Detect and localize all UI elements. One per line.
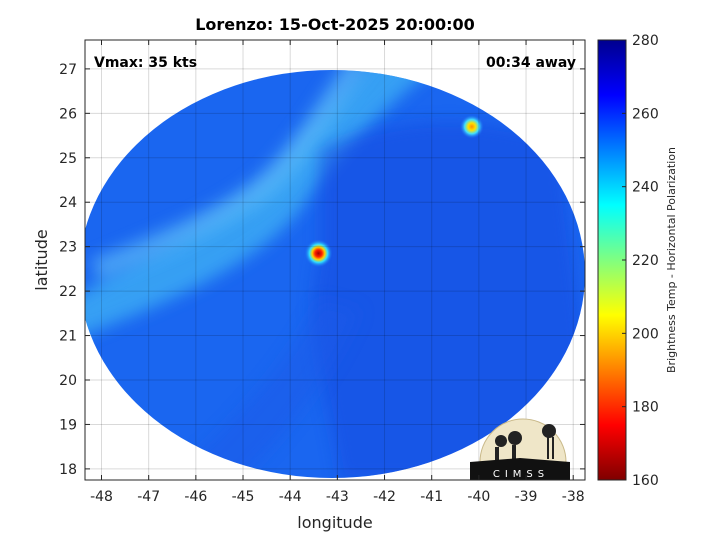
y-tick-label: 25 xyxy=(59,151,77,167)
colorbar-ticks: 280 260 240 220 200 180 160 xyxy=(622,33,659,489)
logo-ground xyxy=(470,458,570,480)
hot-spot-northeast xyxy=(459,114,484,139)
cool-band-core xyxy=(90,70,369,281)
colorbar-tick-label: 220 xyxy=(632,253,659,269)
y-tick-label: 26 xyxy=(59,106,77,122)
x-tick-label: -40 xyxy=(467,489,490,505)
logo-dish-1 xyxy=(495,435,507,447)
y-tick-label: 21 xyxy=(59,329,77,345)
x-tick-label: -39 xyxy=(515,489,538,505)
logo-text: CIMSS xyxy=(493,469,549,480)
map-title: Lorenzo: 15-Oct-2025 20:00:00 xyxy=(195,15,475,34)
colorbar-label: Brightness Temp - Horizontal Polarizatio… xyxy=(665,147,678,373)
x-tick-label: -46 xyxy=(184,489,207,505)
y-tick-label: 24 xyxy=(59,195,77,211)
southern-band xyxy=(180,300,360,478)
x-tick-label: -44 xyxy=(279,489,302,505)
imagery-layer xyxy=(85,70,585,478)
x-tick-label: -48 xyxy=(90,489,113,505)
x-tick-label: -45 xyxy=(232,489,255,505)
logo-water-tower xyxy=(542,424,556,438)
grid-lines xyxy=(85,40,585,480)
x-tick-label: -41 xyxy=(420,489,443,505)
x-axis: -48 -47 -46 -45 -44 -43 -42 -41 -40 -39 -38 xyxy=(90,40,585,505)
x-tick-label: -43 xyxy=(326,489,349,505)
axes-frame xyxy=(84,39,586,481)
y-tick-label: 20 xyxy=(59,373,77,389)
colorbar-tick-label: 160 xyxy=(632,473,659,489)
vmax-label: Vmax: 35 kts xyxy=(94,55,197,71)
y-axis-label: latitude xyxy=(32,229,51,290)
y-tick-label: 22 xyxy=(59,284,77,300)
colorbar-tick-label: 200 xyxy=(632,326,659,342)
x-tick-label: -42 xyxy=(373,489,396,505)
colorbar-tick-label: 260 xyxy=(632,106,659,122)
y-tick-label: 23 xyxy=(59,240,77,256)
warm-region xyxy=(313,121,585,478)
y-axis: 27 26 25 24 23 22 21 20 19 18 xyxy=(59,62,585,478)
time-away-label: 00:34 away xyxy=(486,55,576,71)
colorbar-tick-label: 280 xyxy=(632,33,659,49)
x-axis-label: longitude xyxy=(297,513,372,532)
x-tick-label: -47 xyxy=(137,489,160,505)
logo-dish-2 xyxy=(508,431,522,445)
colorbar-tick-label: 180 xyxy=(632,400,659,416)
colorbar xyxy=(597,39,627,481)
colorbar-tick-label: 240 xyxy=(632,180,659,196)
y-tick-label: 27 xyxy=(59,62,77,78)
hot-spot-center xyxy=(304,239,333,268)
y-tick-label: 19 xyxy=(59,417,77,433)
y-tick-label: 18 xyxy=(59,462,77,478)
x-tick-label: -38 xyxy=(562,489,585,505)
cimss-logo: CIMSS xyxy=(470,418,570,480)
